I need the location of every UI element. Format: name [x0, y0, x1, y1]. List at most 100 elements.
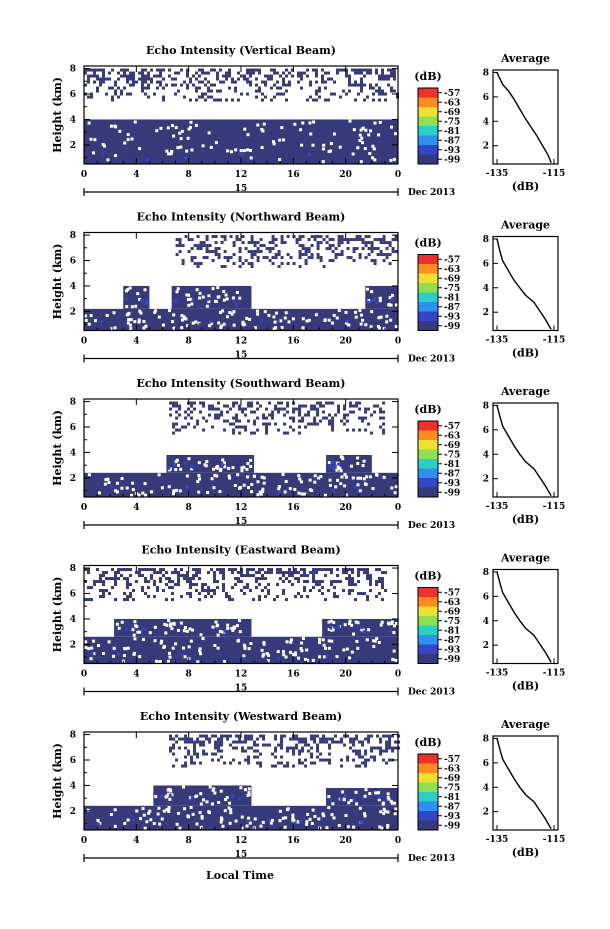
echo-speck	[184, 746, 188, 750]
echo-speck	[244, 247, 248, 251]
echo-speck	[228, 568, 231, 572]
echo-speck	[126, 80, 129, 84]
echo-speck	[324, 98, 327, 102]
echo-speck	[286, 235, 290, 239]
echo-gap	[245, 316, 249, 320]
echo-speck	[279, 577, 282, 581]
echo-speck	[232, 758, 236, 762]
echo-speck	[250, 235, 254, 239]
echo-speck	[333, 80, 336, 84]
echo-speck	[316, 746, 320, 750]
echo-gap	[375, 472, 379, 476]
echo-speck	[303, 568, 306, 572]
echo-gap	[329, 142, 333, 146]
echo-gap	[372, 147, 376, 151]
echo-gap	[369, 129, 373, 133]
echo-speck	[102, 583, 105, 587]
echo-speck	[93, 583, 96, 587]
echo-speck	[328, 259, 332, 263]
echo-speck	[108, 592, 111, 596]
echo-speck	[198, 68, 201, 72]
echo-gap	[159, 660, 163, 664]
echo-speck	[348, 80, 351, 84]
echo-gap	[349, 464, 353, 468]
echo-speck	[231, 80, 234, 84]
echo-speck	[285, 74, 288, 78]
echo-gap	[285, 808, 289, 812]
echo-speck	[369, 580, 372, 584]
echo-speck	[319, 404, 323, 408]
average-xlabel: (dB)	[512, 347, 539, 360]
echo-speck	[264, 586, 267, 590]
echo-speck	[211, 404, 215, 408]
echo-speck	[114, 571, 117, 575]
echo-speck	[333, 595, 336, 599]
echo-speck	[390, 86, 393, 90]
echo-speck	[262, 734, 266, 738]
echo-speck	[283, 734, 287, 738]
echo-speck	[120, 92, 123, 96]
echo-gap	[299, 480, 303, 484]
echo-speck	[214, 407, 218, 411]
echo-gap	[392, 649, 396, 653]
echo-speck	[364, 235, 368, 239]
echo-gap	[365, 638, 369, 642]
echo-speck	[126, 68, 129, 72]
echo-speck	[340, 740, 344, 744]
echo-speck	[292, 407, 296, 411]
echo-gap	[167, 152, 171, 156]
echo-speck	[378, 77, 381, 81]
echo-speck	[256, 749, 260, 753]
echo-speck	[288, 83, 291, 87]
echo-gap	[159, 126, 163, 130]
echo-speck	[162, 86, 165, 90]
echo-speck	[340, 737, 344, 741]
echo-speck	[309, 589, 312, 593]
echo-strong	[336, 624, 340, 628]
echo-speck	[292, 764, 296, 768]
echo-speck	[199, 410, 203, 414]
echo-speck	[364, 737, 368, 741]
echo-speck	[156, 586, 159, 590]
x-tick-label: 16	[287, 337, 300, 347]
echo-gap	[311, 143, 315, 147]
echo-speck	[276, 583, 279, 587]
echo-speck	[309, 571, 312, 575]
echo-speck	[313, 404, 317, 408]
echo-speck	[295, 734, 299, 738]
echo-gap	[368, 475, 372, 479]
echo-speck	[186, 71, 189, 75]
echo-speck	[268, 241, 272, 245]
echo-gap	[363, 147, 367, 151]
echo-speck	[153, 568, 156, 572]
echo-strong	[240, 152, 244, 156]
echo-gap	[372, 639, 376, 643]
echo-speck	[102, 77, 105, 81]
echo-speck	[348, 83, 351, 87]
echo-speck	[189, 80, 192, 84]
echo-gap	[205, 304, 209, 308]
echo-speck	[214, 746, 218, 750]
echo-speck	[364, 428, 368, 432]
echo-gap	[218, 490, 222, 494]
echo-speck	[138, 568, 141, 572]
echo-gap	[184, 317, 188, 321]
echo-speck	[313, 238, 317, 242]
echo-gap	[238, 485, 242, 489]
echo-speck	[189, 577, 192, 581]
echo-speck	[184, 416, 188, 420]
echo-speck	[267, 592, 270, 596]
average-frame	[492, 235, 559, 332]
colorbar-tick-label: -75	[444, 284, 460, 294]
echo-speck	[286, 749, 290, 753]
echo-gap	[388, 296, 392, 300]
echo-speck	[292, 428, 296, 432]
echo-gap	[313, 815, 317, 819]
echo-gap	[227, 474, 231, 478]
echo-strong	[235, 302, 239, 306]
echo-gap	[387, 622, 391, 626]
echo-speck	[255, 586, 258, 590]
echo-speck	[208, 407, 212, 411]
echo-speck	[192, 583, 195, 587]
echo-speck	[324, 574, 327, 578]
